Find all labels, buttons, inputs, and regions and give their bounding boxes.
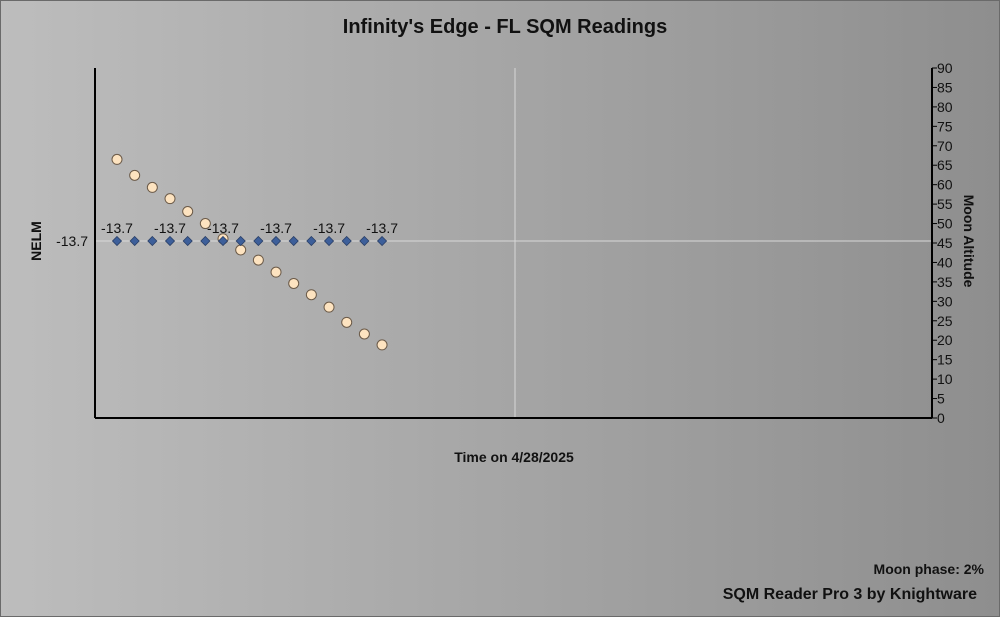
moon-altitude-point bbox=[288, 277, 300, 289]
nelm-point bbox=[323, 235, 335, 247]
right-tick-label: 35 bbox=[937, 274, 953, 290]
nelm-point bbox=[129, 235, 140, 247]
moon-altitude-point bbox=[323, 301, 335, 313]
chart-title: Infinity's Edge - FL SQM Readings bbox=[343, 16, 667, 38]
moon-altitude-point bbox=[305, 289, 317, 301]
nelm-point bbox=[235, 235, 246, 247]
grid-lines bbox=[95, 68, 932, 417]
nelm-point bbox=[306, 235, 317, 247]
right-tick-label: 45 bbox=[937, 235, 953, 251]
nelm-data-label: -13.7 bbox=[154, 220, 186, 236]
moon-altitude-point bbox=[199, 218, 211, 230]
moon-phase-text: Moon phase: 2% bbox=[874, 561, 985, 577]
nelm-data-label: -13.7 bbox=[260, 220, 292, 236]
right-tick-label: 70 bbox=[937, 138, 953, 154]
right-tick-label: 60 bbox=[937, 177, 953, 193]
nelm-point bbox=[359, 235, 370, 247]
nelm-data-label: -13.7 bbox=[207, 220, 239, 236]
right-tick-label: 90 bbox=[937, 60, 953, 76]
moon-altitude-point bbox=[376, 339, 388, 351]
nelm-data-label: -13.7 bbox=[313, 220, 345, 236]
y-axis-left-label: NELM bbox=[28, 221, 44, 261]
nelm-data-labels: -13.7 -13.7 -13.7 -13.7 -13.7 -13.7 bbox=[101, 220, 398, 236]
series-moon-altitude bbox=[111, 153, 388, 351]
nelm-point bbox=[253, 235, 264, 247]
moon-altitude-point bbox=[164, 193, 176, 205]
nelm-point bbox=[376, 235, 388, 247]
x-axis-label: Time on 4/28/2025 bbox=[454, 449, 574, 465]
right-tick-label: 50 bbox=[937, 216, 953, 232]
moon-altitude-point bbox=[252, 254, 264, 266]
nelm-point bbox=[164, 235, 176, 247]
right-tick-label: 85 bbox=[937, 79, 953, 95]
right-tick-label: 20 bbox=[937, 332, 953, 348]
moon-altitude-point bbox=[341, 316, 353, 328]
right-tick-label: 25 bbox=[937, 313, 953, 329]
right-tick-label: 65 bbox=[937, 157, 953, 173]
right-tick-label: 55 bbox=[937, 196, 953, 212]
nelm-point bbox=[288, 235, 299, 247]
nelm-point bbox=[200, 235, 211, 247]
y-axis-right-label: Moon Altitude bbox=[961, 195, 977, 288]
nelm-point bbox=[217, 235, 229, 247]
nelm-point bbox=[111, 235, 123, 247]
nelm-point bbox=[341, 235, 352, 247]
left-tick-label: -13.7 bbox=[56, 233, 88, 249]
moon-altitude-point bbox=[182, 206, 194, 217]
moon-altitude-point bbox=[270, 266, 282, 278]
nelm-data-label: -13.7 bbox=[101, 220, 133, 236]
right-axis-ticks: 0 5 10 15 20 25 30 35 40 45 50 55 60 65 70 75 80 85 90 bbox=[932, 60, 953, 426]
right-tick-label: 0 bbox=[937, 410, 945, 426]
moon-altitude-point bbox=[235, 244, 247, 256]
left-axis-ticks: -13.7 bbox=[56, 233, 88, 249]
series-nelm bbox=[111, 235, 388, 247]
nelm-point bbox=[147, 235, 158, 247]
right-tick-label: 40 bbox=[937, 254, 953, 270]
right-tick-label: 30 bbox=[937, 293, 953, 309]
nelm-point bbox=[182, 235, 193, 247]
moon-altitude-point bbox=[129, 169, 141, 181]
nelm-point bbox=[270, 235, 282, 247]
right-tick-label: 10 bbox=[937, 371, 953, 387]
nelm-data-label: -13.7 bbox=[366, 220, 398, 236]
right-tick-label: 15 bbox=[937, 352, 953, 368]
moon-altitude-point bbox=[358, 328, 370, 340]
right-tick-label: 75 bbox=[937, 118, 953, 134]
moon-altitude-point bbox=[111, 153, 123, 165]
right-tick-label: 5 bbox=[937, 391, 945, 407]
right-tick-label: 80 bbox=[937, 99, 953, 115]
credit-text: SQM Reader Pro 3 by Knightware bbox=[723, 586, 977, 603]
moon-altitude-point bbox=[146, 181, 158, 193]
